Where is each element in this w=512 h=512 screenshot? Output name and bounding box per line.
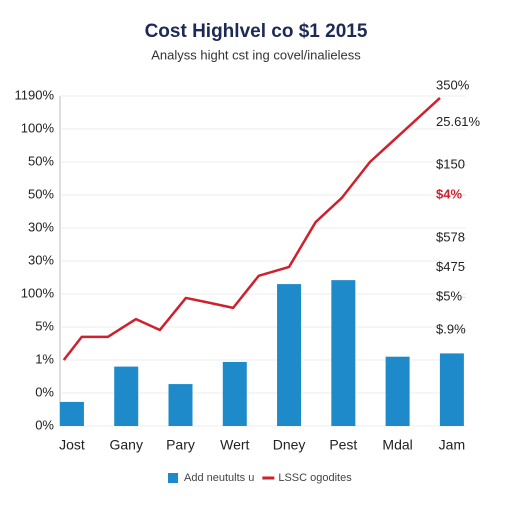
y2-tick-label: $5% xyxy=(436,289,462,304)
bar xyxy=(168,384,193,426)
y2-tick-label: $150 xyxy=(436,157,465,172)
y-tick-label: 100% xyxy=(21,120,55,135)
bar xyxy=(439,353,464,426)
y2-tick-label: $475 xyxy=(436,259,465,274)
bar xyxy=(385,356,410,426)
x-tick-label: Mdal xyxy=(382,437,412,453)
y2-tick-label: $578 xyxy=(436,229,465,244)
y-tick-label: 0% xyxy=(35,417,54,432)
chart-title: Cost Highlvel co $1 2015 xyxy=(145,21,368,42)
x-tick-label: Pest xyxy=(329,437,357,453)
y-tick-label: 1190% xyxy=(14,87,54,102)
y-tick-label: 50% xyxy=(28,186,54,201)
y2-tick-label: 350% xyxy=(436,78,470,93)
chart-subtitle: Analyss hight cst ing covel/inalieless xyxy=(151,47,361,62)
x-tick-label: Pary xyxy=(166,437,195,453)
bar xyxy=(59,401,84,426)
y-tick-label: 0% xyxy=(35,384,54,399)
x-tick-label: Jam xyxy=(439,437,465,453)
y-tick-label: 1% xyxy=(35,351,54,366)
legend-swatch xyxy=(168,473,178,483)
y-tick-label: 30% xyxy=(28,219,54,234)
bar xyxy=(114,366,139,426)
y-tick-label: 5% xyxy=(35,318,54,333)
y-tick-label: 100% xyxy=(21,285,55,300)
legend-label: Add neutults u xyxy=(184,472,254,484)
y2-tick-label: $.9% xyxy=(436,322,466,337)
line xyxy=(62,97,441,361)
x-tick-label: Dney xyxy=(273,437,306,453)
x-tick-label: Wert xyxy=(220,437,249,453)
bar xyxy=(277,284,302,426)
y-tick-label: 50% xyxy=(28,153,54,168)
x-tick-label: Gany xyxy=(109,437,142,453)
y2-tick-label: 25.61% xyxy=(436,114,481,129)
x-tick-label: Jost xyxy=(59,437,85,453)
y-tick-label: 30% xyxy=(28,252,54,267)
bar xyxy=(222,361,247,426)
bar xyxy=(331,280,356,426)
y2-tick-label: $4% xyxy=(436,186,462,201)
legend-label: LSSC ogodites xyxy=(278,472,352,484)
